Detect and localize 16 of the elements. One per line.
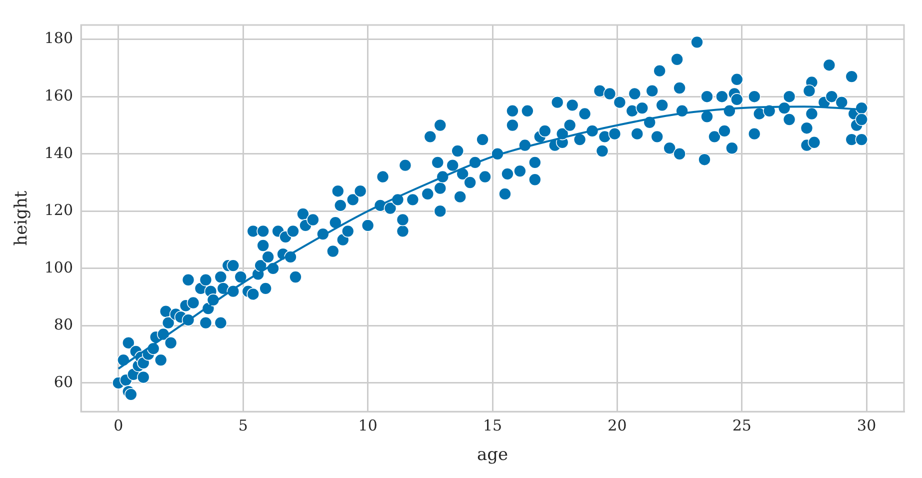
x-tick-label: 25 xyxy=(732,416,752,434)
x-tick-label: 5 xyxy=(238,416,248,434)
x-tick-label: 30 xyxy=(857,416,876,434)
x-tick-label: 15 xyxy=(482,416,502,434)
y-tick-label: 60 xyxy=(54,372,74,391)
y-tick-label: 120 xyxy=(44,201,74,220)
x-tick-label: 20 xyxy=(608,416,627,434)
x-tick-label: 10 xyxy=(358,416,378,434)
y-tick-label: 100 xyxy=(44,258,74,276)
y-axis-title: height xyxy=(12,190,32,246)
y-tick-label: 180 xyxy=(44,29,74,48)
x-tick-label: 0 xyxy=(114,416,124,434)
x-axis-title: age xyxy=(476,445,508,466)
y-tick-label: 160 xyxy=(44,86,74,104)
y-tick-label: 140 xyxy=(44,144,74,162)
y-tick-label: 80 xyxy=(54,316,74,334)
